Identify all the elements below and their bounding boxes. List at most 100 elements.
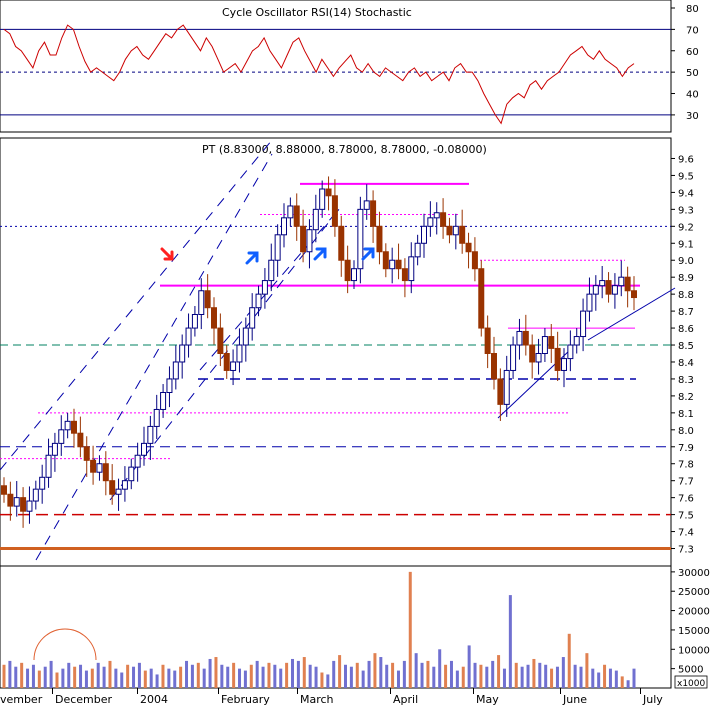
volume-bar bbox=[238, 668, 242, 688]
candle-body bbox=[211, 307, 217, 329]
volume-bar bbox=[102, 666, 106, 688]
candle-body bbox=[395, 259, 402, 270]
volume-bar bbox=[208, 658, 212, 688]
candle-body bbox=[548, 336, 555, 349]
volume-bar bbox=[320, 672, 324, 688]
volume-bar bbox=[232, 662, 236, 688]
candle-body bbox=[172, 361, 179, 380]
candle-body bbox=[255, 293, 262, 309]
candle-body bbox=[363, 200, 370, 210]
volume-highlight-arc bbox=[33, 628, 97, 661]
price-y-tick-label: 8.4 bbox=[678, 358, 694, 369]
price-y-tick-label: 7.6 bbox=[678, 494, 694, 505]
volume-bar bbox=[632, 668, 636, 688]
candle-body bbox=[370, 200, 377, 227]
candle-body bbox=[592, 285, 599, 295]
volume-bar bbox=[438, 649, 442, 688]
volume-y-tick-label: 15000 bbox=[678, 626, 710, 637]
volume-bar bbox=[96, 662, 100, 688]
price-y-tick-label: 8.2 bbox=[678, 392, 694, 403]
annotation-arrow-icon bbox=[313, 247, 327, 261]
volume-unit-label: x1000 bbox=[677, 679, 706, 689]
volume-bar bbox=[20, 662, 24, 688]
volume-y-tick-label: 20000 bbox=[678, 607, 710, 618]
candle-body bbox=[268, 259, 275, 282]
volume-y-tick-label: 10000 bbox=[678, 645, 710, 656]
volume-panel bbox=[0, 565, 672, 689]
volume-bar bbox=[514, 662, 518, 688]
volume-bar bbox=[255, 660, 259, 688]
candle-body bbox=[433, 212, 440, 219]
volume-y-tick-label: 5000 bbox=[678, 665, 703, 676]
volume-bar bbox=[491, 660, 495, 688]
candle-body bbox=[389, 259, 396, 270]
candle-body bbox=[541, 336, 548, 354]
volume-bar bbox=[502, 668, 506, 688]
candle-body bbox=[287, 205, 294, 219]
volume-bar bbox=[149, 668, 153, 688]
x-tick-label: 2004 bbox=[140, 693, 168, 706]
candle-body bbox=[522, 330, 529, 346]
candle-body bbox=[20, 497, 27, 512]
candle-body bbox=[491, 353, 497, 380]
volume-bar bbox=[291, 658, 295, 688]
volume-y-tick-label: 25000 bbox=[678, 587, 710, 598]
volume-bar bbox=[84, 670, 88, 688]
annotation-arrow-icon bbox=[245, 251, 259, 265]
volume-bar bbox=[497, 655, 501, 688]
volume-bar bbox=[343, 664, 347, 688]
candle-body bbox=[401, 268, 408, 282]
price-plot bbox=[0, 139, 676, 561]
candle-body bbox=[191, 313, 198, 329]
volume-bar bbox=[526, 664, 530, 688]
candle-body bbox=[624, 276, 631, 292]
volume-bar bbox=[620, 676, 624, 688]
volume-bar bbox=[603, 664, 607, 688]
volume-bar bbox=[520, 666, 524, 688]
price-y-tick-label: 9.1 bbox=[678, 239, 694, 250]
volume-bar bbox=[479, 664, 483, 688]
osc-y-tick-label: 80 bbox=[686, 4, 699, 15]
volume-bar bbox=[296, 660, 300, 688]
candle-body bbox=[331, 195, 338, 227]
candle-body bbox=[573, 336, 580, 346]
volume-bar bbox=[73, 666, 77, 688]
price-y-tick-label: 9.5 bbox=[678, 171, 694, 182]
price-y-tick-label: 9.3 bbox=[678, 205, 694, 216]
price-y-tick-label: 9.2 bbox=[678, 222, 694, 233]
volume-bar bbox=[591, 668, 595, 688]
volume-bar bbox=[579, 666, 583, 688]
volume-bar bbox=[414, 653, 418, 688]
x-tick-label: December bbox=[55, 693, 113, 706]
x-tick-label: February bbox=[221, 693, 270, 706]
candle-body bbox=[128, 466, 135, 482]
candle-body bbox=[478, 268, 485, 329]
candle-body bbox=[312, 208, 319, 231]
volume-bar bbox=[555, 666, 559, 688]
annotation-arrow-icon bbox=[160, 247, 174, 261]
candle-body bbox=[281, 217, 287, 236]
candle-body bbox=[554, 347, 561, 371]
volume-bar bbox=[14, 666, 18, 688]
volume-bar bbox=[326, 674, 330, 688]
volume-bar bbox=[43, 666, 47, 688]
volume-bar bbox=[420, 662, 424, 688]
volume-bar bbox=[302, 657, 306, 688]
x-tick-label: April bbox=[393, 693, 418, 706]
volume-bar bbox=[67, 662, 71, 688]
osc-y-tick-label: 30 bbox=[686, 111, 699, 122]
price-y-tick-label: 9.6 bbox=[678, 154, 694, 165]
volume-bar bbox=[108, 660, 112, 688]
volume-bar bbox=[2, 664, 6, 688]
candle-body bbox=[631, 290, 637, 299]
volume-bar bbox=[544, 664, 548, 688]
candle-body bbox=[510, 344, 517, 371]
volume-bar bbox=[267, 662, 271, 688]
annotation-arrow-icon bbox=[361, 247, 375, 261]
x-tick-label: May bbox=[476, 693, 499, 706]
volume-bar bbox=[243, 670, 247, 688]
candle-body bbox=[261, 280, 268, 295]
volume-bar bbox=[173, 670, 177, 688]
volume-bar bbox=[426, 660, 430, 688]
volume-bar bbox=[202, 668, 206, 688]
